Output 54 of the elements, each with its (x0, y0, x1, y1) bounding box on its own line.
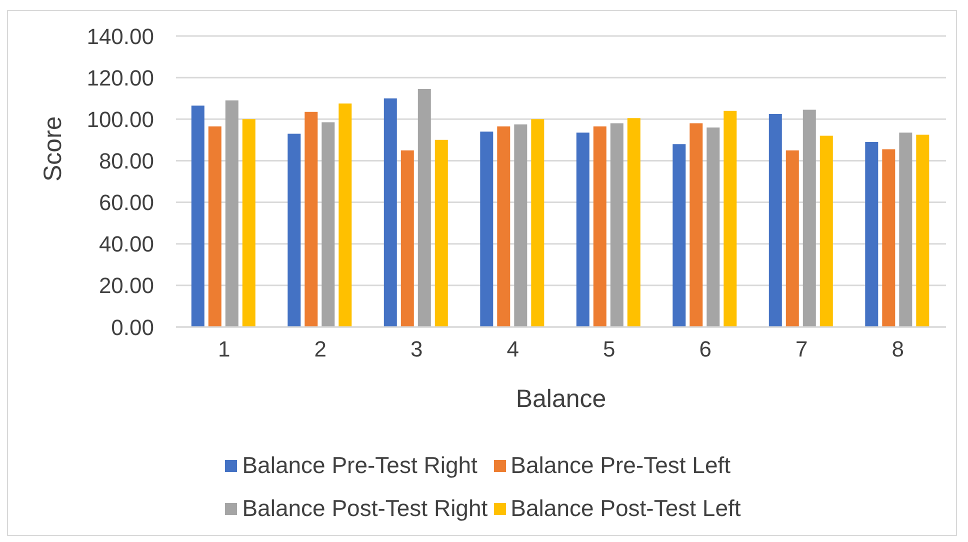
x-tick-label: 8 (892, 336, 904, 362)
bar (242, 119, 256, 327)
bar (916, 134, 930, 327)
bar (672, 144, 686, 327)
bar (208, 126, 222, 327)
bar (514, 124, 528, 327)
bar (225, 100, 238, 327)
legend-label: Balance Pre-Test Right (242, 452, 478, 479)
y-tick-label: 60.00 (98, 190, 154, 216)
y-tick-label: 0.00 (111, 314, 154, 340)
bar (497, 126, 510, 327)
bar (768, 114, 782, 327)
bar (576, 132, 590, 327)
bar (882, 149, 896, 327)
bar (786, 150, 799, 327)
y-axis-title: Score (38, 116, 67, 182)
bar (899, 132, 912, 327)
bar (690, 123, 703, 327)
bar (802, 110, 816, 327)
bar (531, 119, 544, 327)
bar (627, 118, 640, 327)
legend-label: Balance Post-Test Right (242, 495, 488, 522)
bar (338, 104, 352, 327)
bar (400, 150, 414, 327)
x-tick-label: 3 (410, 336, 423, 362)
y-tick-label: 100.00 (86, 106, 154, 132)
x-tick-label: 6 (699, 336, 712, 362)
y-tick-label: 140.00 (86, 24, 154, 49)
bar (304, 112, 318, 327)
legend-label: Balance Post-Test Left (510, 495, 741, 522)
x-axis-title: Balance (516, 385, 606, 413)
bar (322, 122, 335, 327)
bar (724, 110, 737, 327)
y-tick-label: 120.00 (86, 65, 154, 90)
bar (610, 123, 624, 327)
bar (191, 106, 204, 327)
bar (434, 140, 448, 327)
y-tick-label: 20.00 (98, 273, 154, 298)
bar (820, 136, 833, 327)
bar (384, 98, 397, 327)
y-tick-label: 80.00 (98, 148, 154, 174)
bar (288, 134, 301, 327)
bar (480, 132, 494, 327)
x-tick-label: 2 (314, 336, 326, 362)
bar (865, 142, 878, 327)
bar (706, 127, 720, 327)
x-tick-label: 4 (506, 336, 519, 362)
bar (418, 89, 431, 327)
bar (593, 126, 606, 327)
y-tick-label: 40.00 (98, 232, 154, 257)
x-tick-label: 5 (603, 336, 616, 362)
legend-label: Balance Pre-Test Left (510, 452, 731, 479)
x-tick-label: 1 (218, 336, 230, 362)
x-tick-label: 7 (796, 336, 808, 362)
